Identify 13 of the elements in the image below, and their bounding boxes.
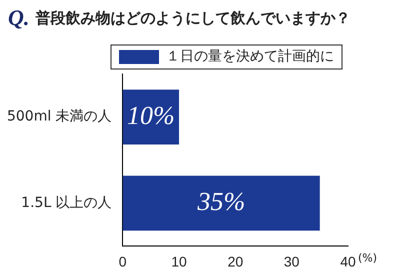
text: Q.	[8, 5, 30, 31]
y-tick-label: 500ml 未満の人	[6, 108, 112, 125]
chart-title: 普段飲み物はどのようにして飲んでいますか？	[35, 8, 350, 28]
data-label: 10%	[127, 100, 175, 130]
x-axis-title: (%)	[358, 252, 378, 265]
data-label: 35%	[196, 186, 246, 216]
x-tick-label: 0	[118, 253, 127, 270]
x-tick-label: 40	[340, 253, 356, 270]
legend-label: １日の量を決めて計画的に	[166, 48, 334, 65]
x-tick-label: 20	[228, 253, 244, 270]
x-tick-label: 30	[284, 253, 300, 270]
x-tick-label: 10	[171, 253, 188, 270]
y-tick-label: 1.5L 以上の人	[21, 194, 112, 211]
